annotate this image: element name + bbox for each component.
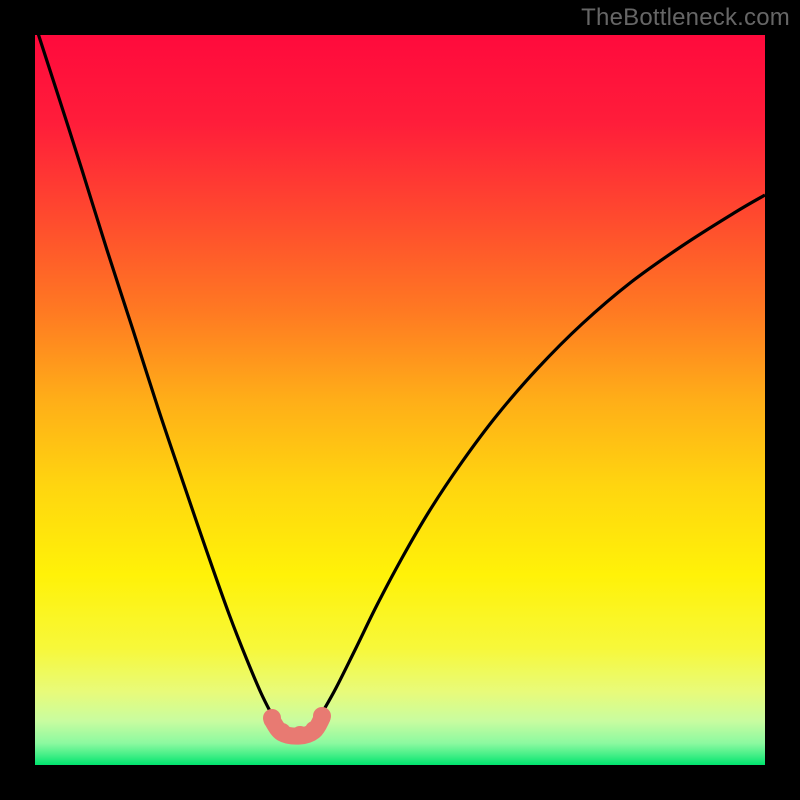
heat-gradient <box>35 35 765 765</box>
plot-area <box>35 35 765 765</box>
chart-container: TheBottleneck.com <box>0 0 800 800</box>
watermark-text: TheBottleneck.com <box>581 4 790 32</box>
